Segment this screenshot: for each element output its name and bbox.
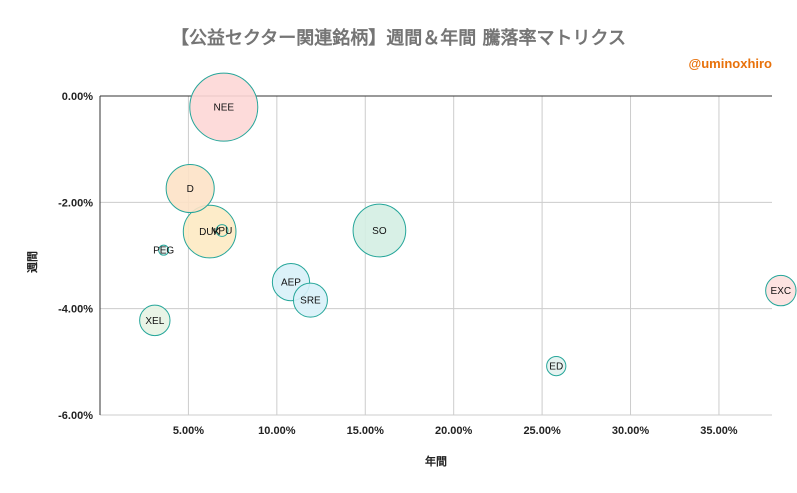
x-tick-label: 25.00%	[523, 425, 561, 437]
y-tick-label: -4.00%	[58, 304, 93, 316]
bubble-peg	[158, 244, 170, 256]
bubble-label-exc: EXC	[771, 286, 792, 297]
bubble-label-vpu: VPU	[212, 226, 233, 237]
bubble-vpu	[215, 224, 229, 237]
bubble-label-nee: NEE	[214, 103, 235, 114]
y-tick-label: 0.00%	[62, 91, 93, 103]
x-tick-label: 15.00%	[347, 425, 385, 437]
y-tick-label: -2.00%	[58, 197, 93, 209]
x-tick-label: 35.00%	[700, 425, 738, 437]
bubble-nee	[189, 72, 259, 142]
x-tick-label: 30.00%	[612, 425, 650, 437]
bubble-duk	[182, 204, 237, 259]
bubble-label-sre: SRE	[300, 296, 321, 307]
tick-labels: 5.00% 10.00% 15.00% 20.00% 25.00% 30.00% 35.00…	[58, 91, 738, 437]
y-axis-title: 週間	[25, 251, 39, 273]
bubble-label-aep: AEP	[281, 278, 301, 289]
x-tick-label: 20.00%	[435, 425, 473, 437]
x-axis-title: 年間	[425, 454, 447, 468]
bubble-ed	[546, 355, 567, 377]
bubble-label-so: SO	[372, 226, 387, 237]
bubble-xel	[139, 304, 171, 337]
bubble-label-d: D	[187, 184, 194, 195]
grid-lines	[100, 96, 772, 416]
bubble-so	[352, 203, 407, 258]
bubble-exc	[765, 274, 797, 307]
x-tick-label: 10.00%	[258, 425, 296, 437]
bubble-label-duk: DUK	[199, 227, 220, 238]
bubble-sre	[292, 282, 328, 318]
bubble-label-xel: XEL	[145, 316, 164, 327]
bubble-label-peg: PEG	[153, 246, 174, 257]
bubble-d	[165, 163, 215, 214]
chart-title: 【公益セクター関連銘柄】週間＆年間 騰落率マトリクス	[170, 28, 626, 49]
author-credit: @uminoxhiro	[688, 56, 772, 71]
x-tick-label: 5.00%	[173, 425, 204, 437]
y-tick-label: -6.00%	[58, 410, 93, 422]
bubble-label-ed: ED	[549, 362, 563, 373]
